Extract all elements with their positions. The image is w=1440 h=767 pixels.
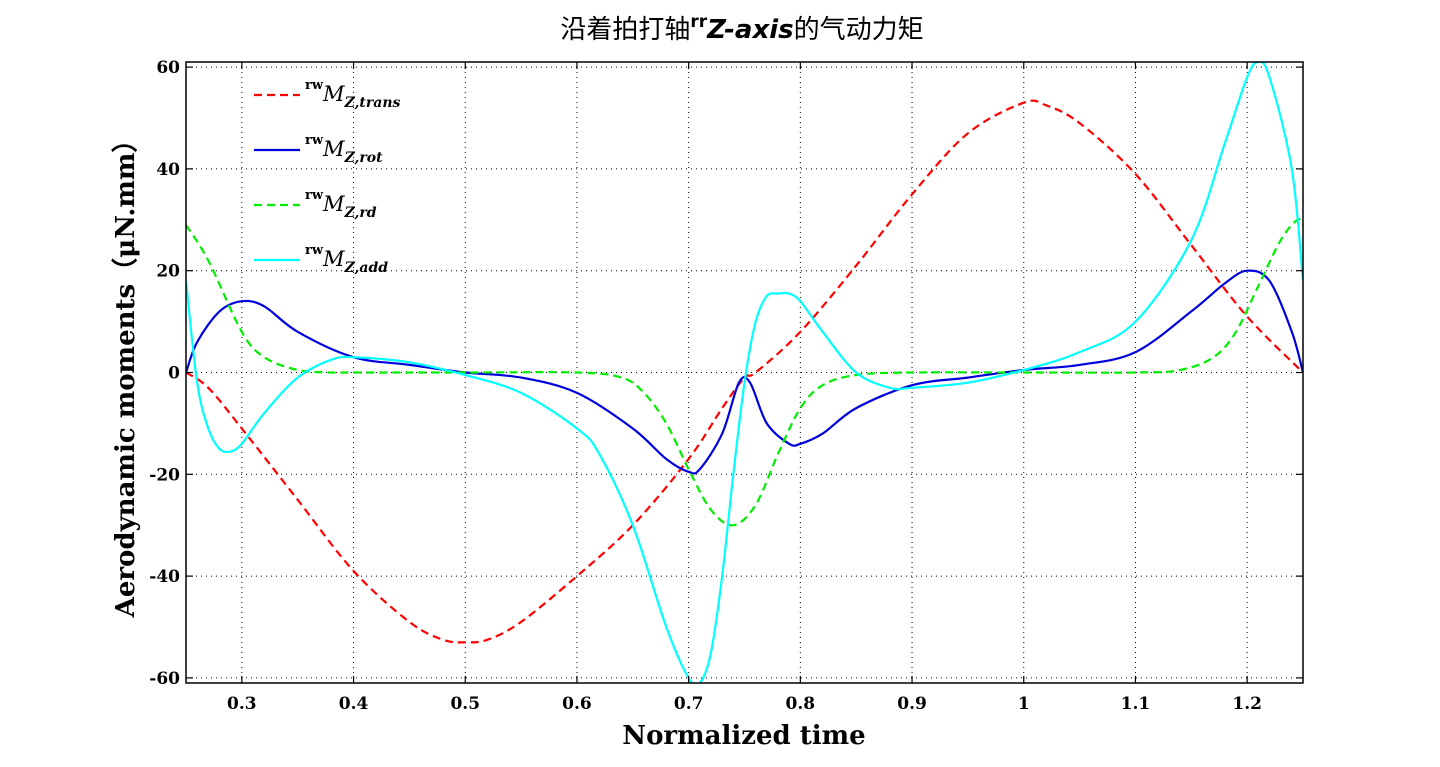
legend-label-sub: Z,add [344, 260, 389, 276]
legend-item-z-rd: rwMZ,rd [254, 188, 377, 221]
x-tick-label: 0.7 [674, 694, 704, 714]
legend-label-main: M [322, 247, 345, 271]
legend-label-sub: Z,rd [344, 205, 377, 221]
legend-label-sub: Z,trans [344, 95, 401, 111]
y-tick-label: 40 [156, 160, 180, 180]
legend-label-main: M [322, 137, 345, 161]
x-tick-label: 0.6 [562, 694, 592, 714]
legend-label-main: M [322, 82, 345, 106]
legend-label-main: M [322, 192, 345, 216]
y-tick-label: 0 [168, 364, 180, 384]
legend-item-z-add: rwMZ,add [254, 243, 388, 276]
legend-label-sup: rw [305, 188, 324, 203]
y-tick-label: -40 [149, 567, 180, 587]
tick-labels: 0.3 0.4 0.5 0.6 0.7 0.8 0.9 1 1.1 1.2 -60 -40 -20 0 20… [149, 58, 1262, 714]
series-line-z-rd [186, 218, 1303, 527]
legend-label: rwMZ,add [305, 243, 388, 276]
x-tick-label: 1.2 [1232, 694, 1262, 714]
series-line-z-trans [186, 99, 1303, 644]
y-tick-label: 20 [156, 262, 180, 282]
x-axis-label: Normalized time [622, 721, 865, 751]
legend-label-sup: rw [305, 133, 324, 148]
y-tick-label: -20 [149, 465, 180, 485]
series-line-z-add [186, 62, 1303, 683]
chart-title: 沿着拍打轴rrZ-axis的气动力矩 [560, 12, 923, 45]
legend-label: rwMZ,trans [305, 78, 401, 111]
title-prefix: 沿着拍打轴 [560, 15, 690, 45]
y-tick-label: -60 [149, 669, 180, 689]
x-tick-label: 0.4 [339, 694, 369, 714]
x-tick-label: 0.9 [897, 694, 927, 714]
ticks [186, 62, 1303, 683]
legend-item-z-rot: rwMZ,rot [254, 133, 383, 166]
legend-item-z-trans: rwMZ,trans [254, 78, 401, 111]
x-tick-label: 0.3 [227, 694, 257, 714]
y-tick-label: 60 [156, 58, 180, 78]
legend-label: rwMZ,rot [305, 133, 383, 166]
series-layer [186, 62, 1303, 683]
title-superscript: rr [690, 12, 707, 32]
x-tick-label: 0.5 [450, 694, 480, 714]
y-axis-label: Aerodynamic moments（μN.mm） [111, 127, 141, 619]
legend-label-sup: rw [305, 243, 324, 258]
x-tick-label: 1 [1018, 694, 1030, 714]
legend-label-sup: rw [305, 78, 324, 93]
title-axis: Z-axis [706, 15, 793, 45]
x-tick-label: 0.8 [786, 694, 816, 714]
legend-label-sub: Z,rot [344, 150, 384, 166]
legend-label: rwMZ,rd [305, 188, 377, 221]
x-tick-label: 1.1 [1121, 694, 1151, 714]
title-suffix: 的气动力矩 [794, 15, 924, 45]
